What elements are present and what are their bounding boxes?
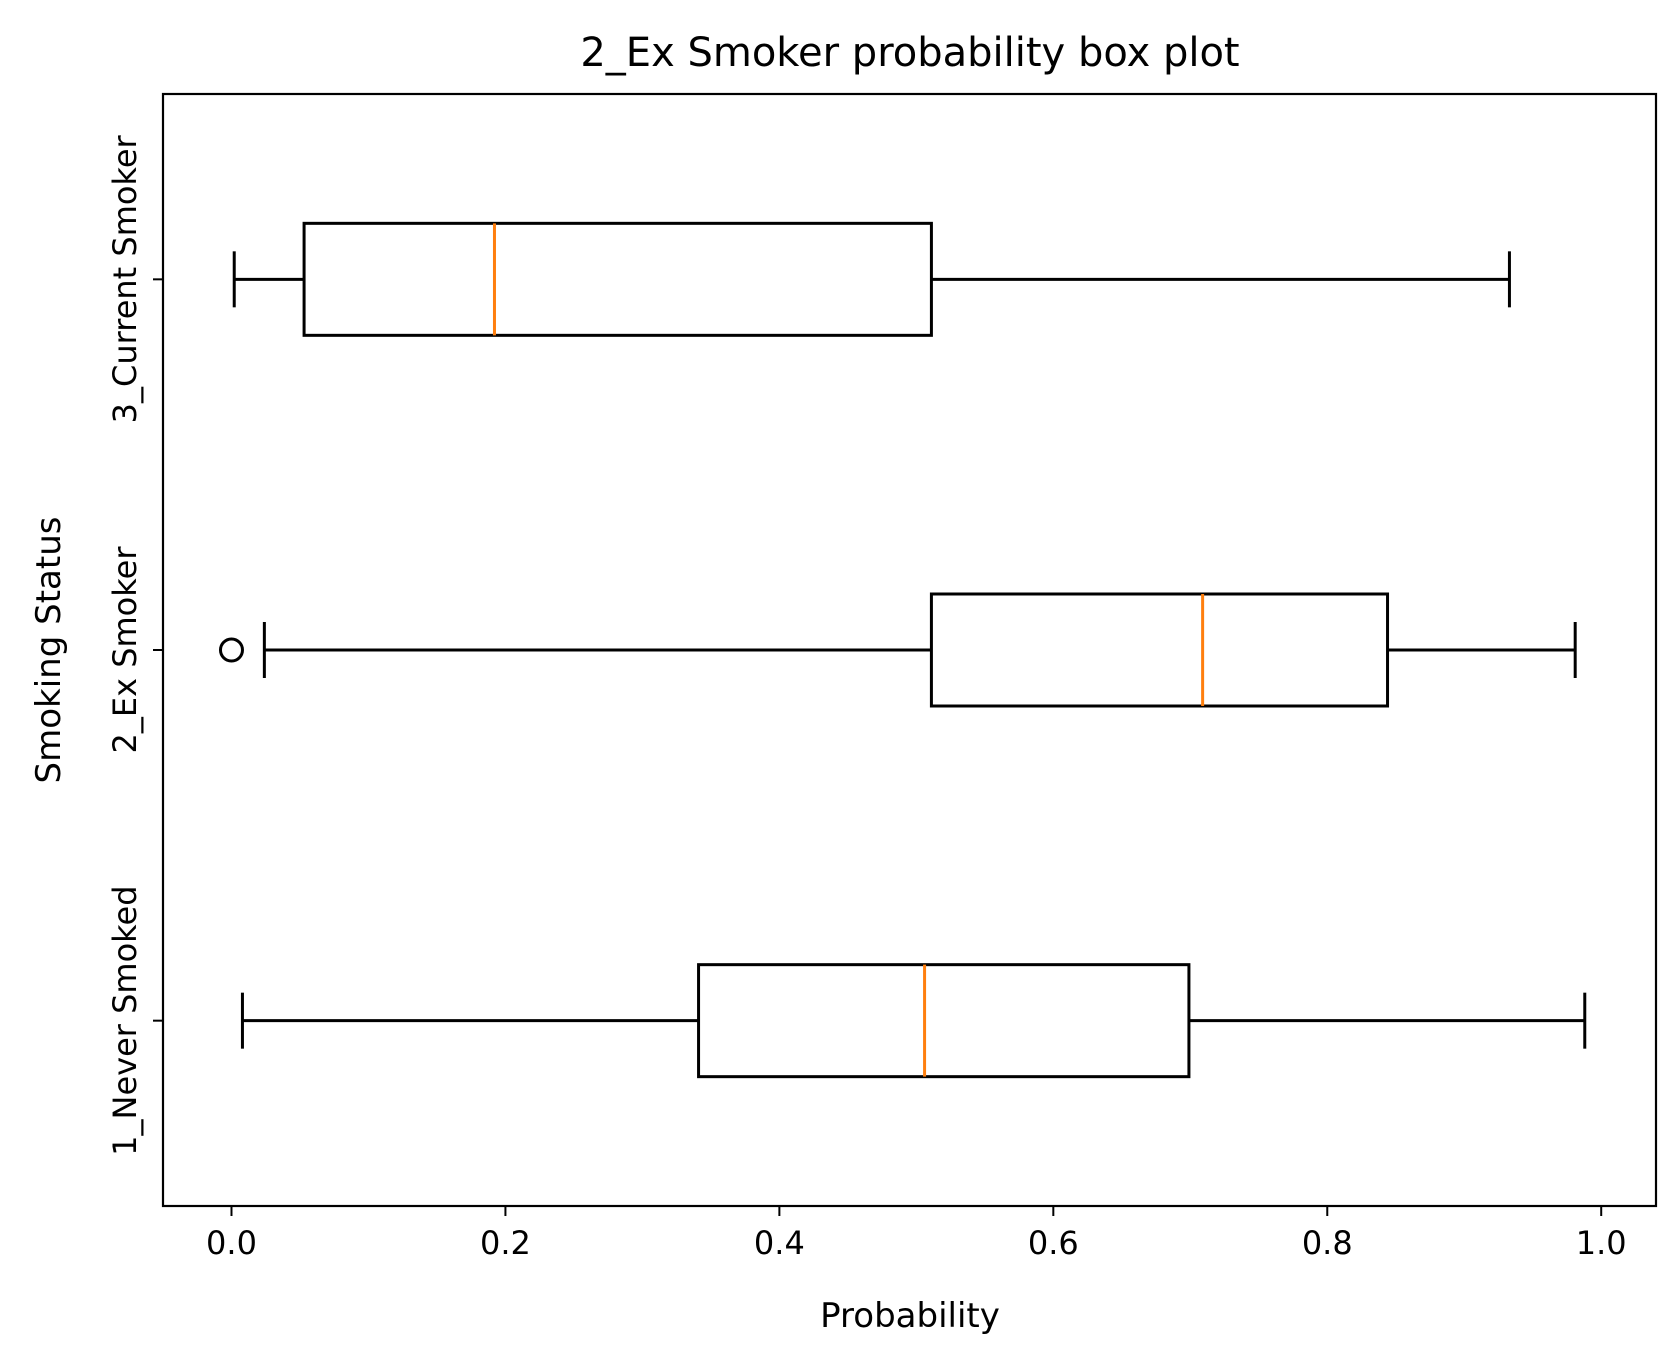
iqr-box [929, 592, 1390, 708]
box-group [218, 592, 1577, 708]
iqr-box [697, 963, 1191, 1079]
y-tick-label: 2_Ex Smoker [106, 546, 144, 754]
x-tick-label: 1.0 [1576, 1224, 1627, 1262]
x-axis-label: Probability [820, 1296, 1000, 1336]
x-tick-label: 0.0 [206, 1224, 257, 1262]
iqr-box [302, 221, 933, 337]
outlier-point [218, 637, 244, 663]
y-axis-label: Smoking Status [29, 517, 69, 784]
y-tick-label: 3_Current Smoker [106, 134, 144, 423]
plot-area [218, 221, 1587, 1079]
box-group [240, 963, 1587, 1079]
x-tick-label: 0.2 [480, 1224, 531, 1262]
box-group [232, 221, 1511, 337]
chart-title: 2_Ex Smoker probability box plot [580, 30, 1239, 76]
x-tick-label: 0.4 [754, 1224, 805, 1262]
y-tick-label: 1_Never Smoked [106, 885, 144, 1155]
x-tick-label: 0.6 [1028, 1224, 1079, 1262]
x-tick-label: 0.8 [1302, 1224, 1353, 1262]
